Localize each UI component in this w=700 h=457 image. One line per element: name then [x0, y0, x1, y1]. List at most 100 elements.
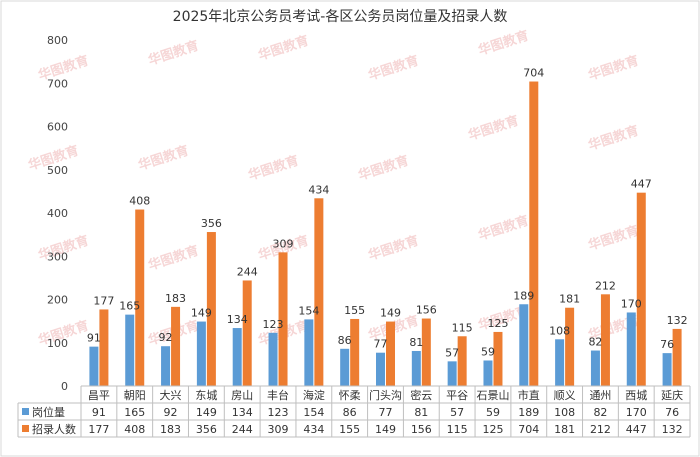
- bar-招录人数-朝阳: [135, 209, 145, 386]
- category-label: 密云: [410, 388, 432, 402]
- table-cell: 155: [339, 423, 360, 436]
- table-cell: 149: [375, 423, 396, 436]
- table-cell: 212: [590, 423, 611, 436]
- data-label: 123: [263, 318, 284, 331]
- data-label: 704: [523, 67, 544, 80]
- bar-岗位量-东城: [196, 321, 206, 386]
- bar-招录人数-平谷: [457, 336, 467, 386]
- category-label: 房山: [231, 389, 253, 402]
- data-label: 244: [237, 265, 258, 278]
- bar-岗位量-市直: [519, 304, 529, 386]
- bar-岗位量-延庆: [662, 353, 672, 386]
- bar-岗位量-怀柔: [340, 348, 350, 386]
- table-cell: 309: [268, 423, 289, 436]
- data-label: 434: [308, 183, 329, 196]
- data-label: 91: [87, 332, 101, 345]
- bar-岗位量-丰台: [268, 332, 278, 386]
- category-label: 石景山: [476, 389, 509, 402]
- data-label: 149: [191, 307, 212, 320]
- y-tick-label: 400: [47, 207, 68, 220]
- bar-招录人数-通州: [600, 294, 610, 386]
- data-label: 82: [588, 336, 602, 349]
- category-label: 朝阳: [124, 389, 146, 402]
- table-cell: 704: [518, 423, 539, 436]
- y-tick-label: 200: [47, 294, 68, 307]
- table-cell: 77: [379, 406, 393, 419]
- y-tick-label: 700: [47, 77, 68, 90]
- data-label: 59: [481, 345, 495, 358]
- data-label: 125: [487, 317, 508, 330]
- data-label: 181: [559, 293, 580, 306]
- bar-招录人数-顺义: [565, 307, 575, 386]
- bar-招录人数-大兴: [171, 306, 181, 386]
- table-cell: 447: [626, 423, 647, 436]
- bar-招录人数-密云: [421, 318, 431, 386]
- data-label: 177: [93, 294, 114, 307]
- data-label: 132: [667, 314, 688, 327]
- data-label: 154: [298, 304, 319, 317]
- table-cell: 434: [303, 423, 324, 436]
- bar-招录人数-丰台: [278, 252, 288, 386]
- table-cell: 170: [626, 406, 647, 419]
- bar-岗位量-通州: [590, 350, 600, 386]
- data-label: 92: [159, 331, 173, 344]
- table-cell: 86: [343, 406, 357, 419]
- category-label: 大兴: [160, 388, 182, 402]
- table-cell: 181: [554, 423, 575, 436]
- legend-swatch: [22, 408, 29, 415]
- table-cell: 356: [196, 423, 217, 436]
- bar-岗位量-海淀: [304, 319, 314, 386]
- category-label: 丰台: [267, 388, 289, 402]
- y-tick-label: 600: [47, 121, 68, 134]
- data-label: 81: [409, 336, 423, 349]
- bar-岗位量-密云: [411, 350, 421, 386]
- category-label: 平谷: [446, 389, 468, 402]
- bar-岗位量-大兴: [161, 346, 171, 386]
- category-label: 西城: [625, 389, 647, 402]
- data-label: 115: [452, 321, 473, 334]
- bar-岗位量-朝阳: [125, 314, 135, 386]
- data-label: 76: [660, 338, 674, 351]
- category-label: 东城: [195, 389, 217, 402]
- bar-岗位量-昌平: [89, 346, 99, 386]
- bar-招录人数-怀柔: [350, 318, 360, 386]
- table-cell: 92: [164, 406, 178, 419]
- table-cell: 244: [232, 423, 253, 436]
- data-label: 156: [416, 304, 437, 317]
- table-cell: 125: [482, 423, 503, 436]
- data-label: 212: [595, 279, 616, 292]
- table-cell: 57: [450, 406, 464, 419]
- y-tick-label: 0: [61, 380, 68, 393]
- bar-岗位量-石景山: [483, 360, 493, 386]
- y-tick-label: 800: [47, 34, 68, 47]
- table-cell: 189: [518, 406, 539, 419]
- bar-岗位量-顺义: [555, 339, 565, 386]
- data-label: 57: [445, 346, 459, 359]
- data-label: 170: [621, 297, 642, 310]
- data-label: 155: [344, 304, 365, 317]
- data-label: 77: [374, 338, 388, 351]
- table-cell: 115: [447, 423, 468, 436]
- category-label: 延庆: [661, 388, 683, 402]
- table-cell: 59: [486, 406, 500, 419]
- table-cell: 177: [88, 423, 109, 436]
- table-cell: 149: [196, 406, 217, 419]
- table-cell: 108: [554, 406, 575, 419]
- bar-招录人数-市直: [529, 81, 539, 387]
- bar-岗位量-门头沟: [376, 352, 385, 386]
- table-cell: 408: [124, 423, 145, 436]
- data-label: 189: [513, 289, 534, 302]
- data-label: 309: [273, 237, 294, 250]
- data-label: 108: [549, 324, 570, 337]
- y-tick-label: 100: [47, 337, 68, 350]
- bar-招录人数-房山: [242, 280, 252, 386]
- category-label: 海淀: [303, 388, 325, 402]
- y-tick-label: 500: [47, 164, 68, 177]
- table-cell: 156: [411, 423, 432, 436]
- table-cell: 183: [160, 423, 181, 436]
- data-label: 408: [129, 195, 150, 208]
- bar-招录人数-石景山: [493, 331, 503, 386]
- data-label: 134: [227, 313, 248, 326]
